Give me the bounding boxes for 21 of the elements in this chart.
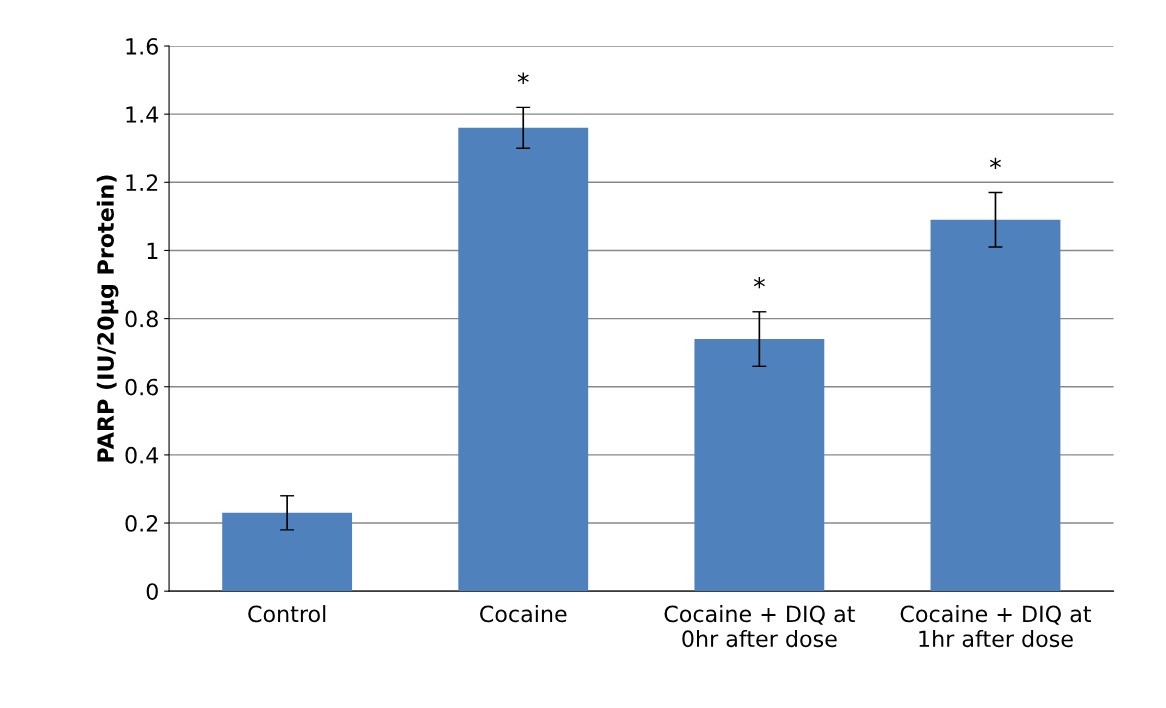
annotation: * [989,157,1001,170]
y-tick-label: 1.2 [126,174,158,191]
x-tick-label: Cocaine + DIQ at 1hr after dose [900,605,1092,648]
y-tick-label: 1.4 [126,106,159,123]
bar [694,339,825,592]
y-tick-label: 0.4 [125,446,159,464]
y-tick-label: 0.8 [125,310,158,328]
y-tick-label: 0.2 [125,514,158,532]
bar [222,512,353,592]
y-tick-label: 1 [147,242,158,259]
x-tick-label: Control [248,605,326,623]
annotation: * [517,72,529,84]
y-axis-title: PARP (IU/20µg Protein) [96,175,119,462]
x-tick-label: Cocaine + DIQ at 0hr after dose [664,605,855,648]
y-tick-label: 0 [146,583,158,600]
y-tick-label: 1.6 [126,37,158,55]
x-tick-label: Cocaine [480,605,567,623]
bar [458,127,589,592]
bar [930,219,1061,592]
y-tick-label: 0.6 [125,378,158,396]
annotation: * [753,276,765,289]
